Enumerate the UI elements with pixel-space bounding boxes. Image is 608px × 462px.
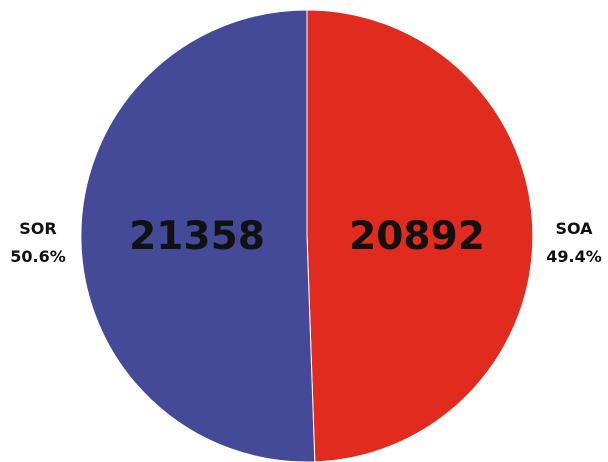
slice-name-sor: SOR: [19, 219, 56, 238]
slice-value-soa: 20892: [349, 214, 485, 259]
pie-slice-sor: [80, 9, 316, 462]
pie-labels: 20892 SOA 49.4% 21358 SOR 50.6%: [10, 214, 602, 266]
pie-slice-soa: [306, 9, 534, 462]
pie-slices: [80, 9, 534, 462]
slice-percent-soa: 49.4%: [546, 247, 602, 266]
slice-percent-sor: 50.6%: [10, 247, 66, 266]
slice-value-sor: 21358: [129, 214, 265, 259]
slice-name-soa: SOA: [555, 219, 593, 238]
